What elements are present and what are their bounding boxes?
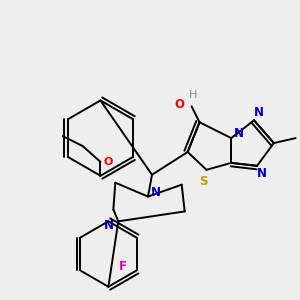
Text: S: S bbox=[199, 175, 208, 188]
Text: O: O bbox=[175, 98, 185, 111]
Text: F: F bbox=[119, 260, 127, 273]
Text: N: N bbox=[103, 219, 113, 232]
Text: N: N bbox=[234, 127, 244, 140]
Text: N: N bbox=[257, 167, 267, 180]
Text: N: N bbox=[151, 186, 161, 199]
Text: H: H bbox=[188, 89, 197, 100]
Text: O: O bbox=[103, 157, 113, 167]
Text: N: N bbox=[254, 106, 264, 119]
